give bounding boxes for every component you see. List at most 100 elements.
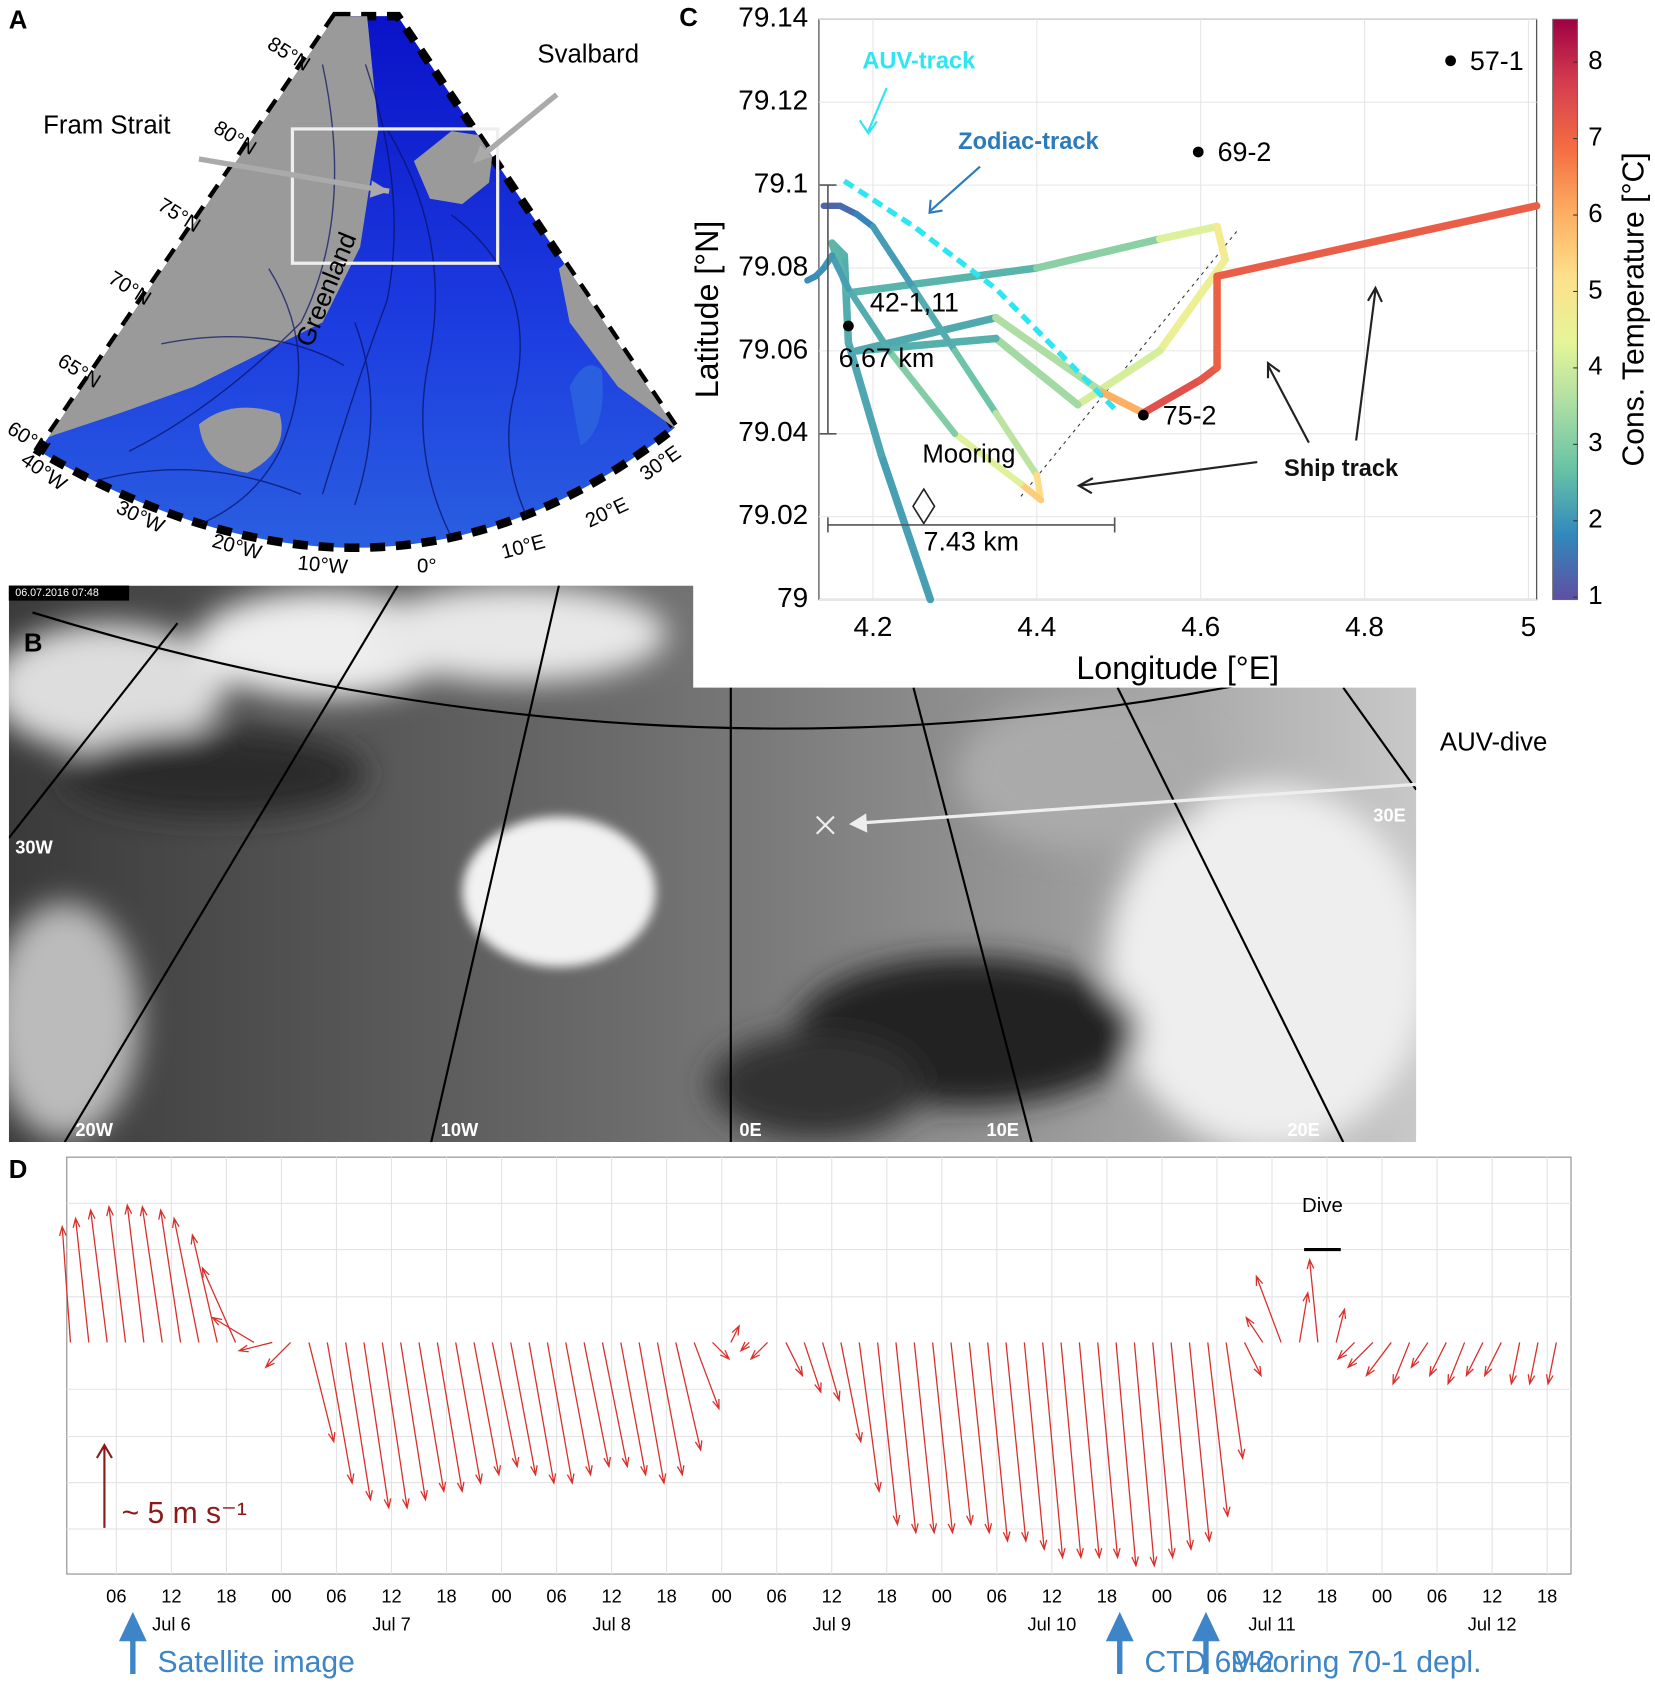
colorbar-tick-label: 2 (1588, 506, 1602, 534)
track-segment (1098, 388, 1148, 417)
wind-vector (1335, 1307, 1347, 1343)
track-segment (1213, 202, 1541, 281)
graticule (8, 585, 1417, 1143)
wind-vector (1097, 1342, 1121, 1560)
track-segment (869, 223, 918, 292)
wind-vector (87, 1208, 108, 1343)
y-tick-label: 79.02 (738, 499, 808, 530)
wind-vector (1509, 1342, 1521, 1386)
colorbar-tick-label: 7 (1588, 123, 1602, 151)
day-label: Jul 7 (372, 1613, 411, 1634)
arrow-head (369, 180, 390, 198)
track-segment (845, 285, 893, 355)
wind-vector (344, 1342, 373, 1502)
track-segment (992, 409, 1041, 479)
station-label: 75-2 (1163, 400, 1217, 430)
wind-vector (1060, 1342, 1084, 1560)
wind-vector (308, 1342, 336, 1444)
wind-vector (565, 1342, 593, 1477)
x-tick-label: 12 (161, 1586, 181, 1607)
wind-vector (1465, 1342, 1484, 1378)
scale-bar (819, 184, 837, 435)
wind-vector (1005, 1342, 1029, 1543)
x-tick-label: 12 (1262, 1586, 1282, 1607)
event-arrow (1192, 1611, 1220, 1674)
wind-vector (528, 1342, 557, 1485)
track-segment (1155, 222, 1221, 243)
wind-vector (785, 1342, 804, 1378)
track-segment (910, 285, 959, 355)
land (198, 407, 282, 473)
x-tick-label: 12 (601, 1586, 621, 1607)
satellite-image: 06.07.2016 07:48 30W 20W 10W 0E 10E 20E … (8, 585, 1547, 1143)
x-tick-label: 18 (216, 1586, 236, 1607)
track-segment (992, 334, 1082, 409)
day-label: Jul 6 (152, 1613, 191, 1634)
x-tick-label: 5 (1521, 611, 1537, 642)
land (413, 131, 495, 205)
panel-c: 4.2 4.4 4.6 4.8 5 79 79.02 79.04 79.06 79.08 79.1 7… (689, 2, 1651, 686)
x-tick-label: 00 (271, 1586, 291, 1607)
y-tick-label: 79.1 (754, 167, 808, 198)
wind-vector (381, 1342, 410, 1510)
wind-vector (876, 1342, 901, 1527)
colorbar-label: Cons. Temperature [°C] (1617, 152, 1650, 466)
x-tick-label: 18 (436, 1586, 456, 1607)
lon-label: 30E (1373, 804, 1405, 825)
day-label: Jul 9 (812, 1613, 851, 1634)
lon-label: 10°W (297, 552, 350, 578)
event-label: CTD 69-2 (1144, 1646, 1274, 1679)
lon-label: 20E (1287, 1119, 1319, 1140)
annotation-arrow (1076, 285, 1383, 495)
day-label: Jul 8 (592, 1613, 631, 1634)
wind-vector (58, 1224, 72, 1343)
x-tick-label: 06 (326, 1586, 346, 1607)
y-tick-label: 79.04 (738, 416, 808, 447)
x-tick-label: 06 (106, 1586, 126, 1607)
wind-vector (730, 1324, 740, 1343)
sat-lon-labels: 30W 20W 10W 0E 10E 20E 30E (15, 804, 1406, 1140)
event-label: Mooring 70-1 depl. (1231, 1646, 1482, 1679)
x-tick-label: 06 (987, 1586, 1007, 1607)
wind-vector (1447, 1342, 1466, 1386)
annotation: Ship track (1284, 456, 1399, 482)
x-tick-label: 06 (1427, 1586, 1447, 1607)
event-arrow (118, 1611, 147, 1674)
x-tick-label: 06 (546, 1586, 566, 1607)
wind-vector (601, 1342, 630, 1469)
wind-vector (1207, 1342, 1231, 1519)
wind-vector (583, 1342, 612, 1469)
day-label: Jul 10 (1028, 1613, 1077, 1634)
track-segment (1074, 347, 1164, 409)
station (1192, 146, 1204, 158)
annotation: AUV-track (862, 49, 976, 75)
plot-area (818, 18, 1538, 601)
wind-vector (968, 1342, 993, 1535)
track-segment (844, 338, 885, 459)
wind-vector (264, 1341, 292, 1369)
wind-vector (237, 1341, 273, 1353)
wind-vector (1346, 1341, 1374, 1369)
arrow-head (848, 813, 868, 833)
scale-bar (827, 517, 1116, 533)
x-tick-label: 12 (822, 1586, 842, 1607)
y-axis-label: Latitude [°N] (689, 221, 725, 399)
wind-vector (1255, 1274, 1282, 1343)
mooring-label: Mooring (922, 441, 1015, 469)
wind-vector (840, 1342, 863, 1444)
map-frame (32, 11, 681, 553)
track-segment (852, 313, 1000, 355)
wind-vector (1152, 1342, 1176, 1560)
track-segment (1213, 222, 1230, 264)
lon-label: 30W (15, 837, 53, 858)
track-segment (828, 252, 852, 292)
wind-vector (158, 1208, 182, 1343)
wind-vector (400, 1342, 428, 1502)
arrow (476, 92, 559, 162)
x-tick-label: 4.8 (1345, 611, 1384, 642)
timestamp: 06.07.2016 07:48 (15, 587, 99, 599)
x-tick-label: 00 (1372, 1586, 1392, 1607)
x-tick-label: 18 (1097, 1586, 1117, 1607)
colorbar (1552, 18, 1578, 601)
wind-vector (1545, 1342, 1557, 1386)
